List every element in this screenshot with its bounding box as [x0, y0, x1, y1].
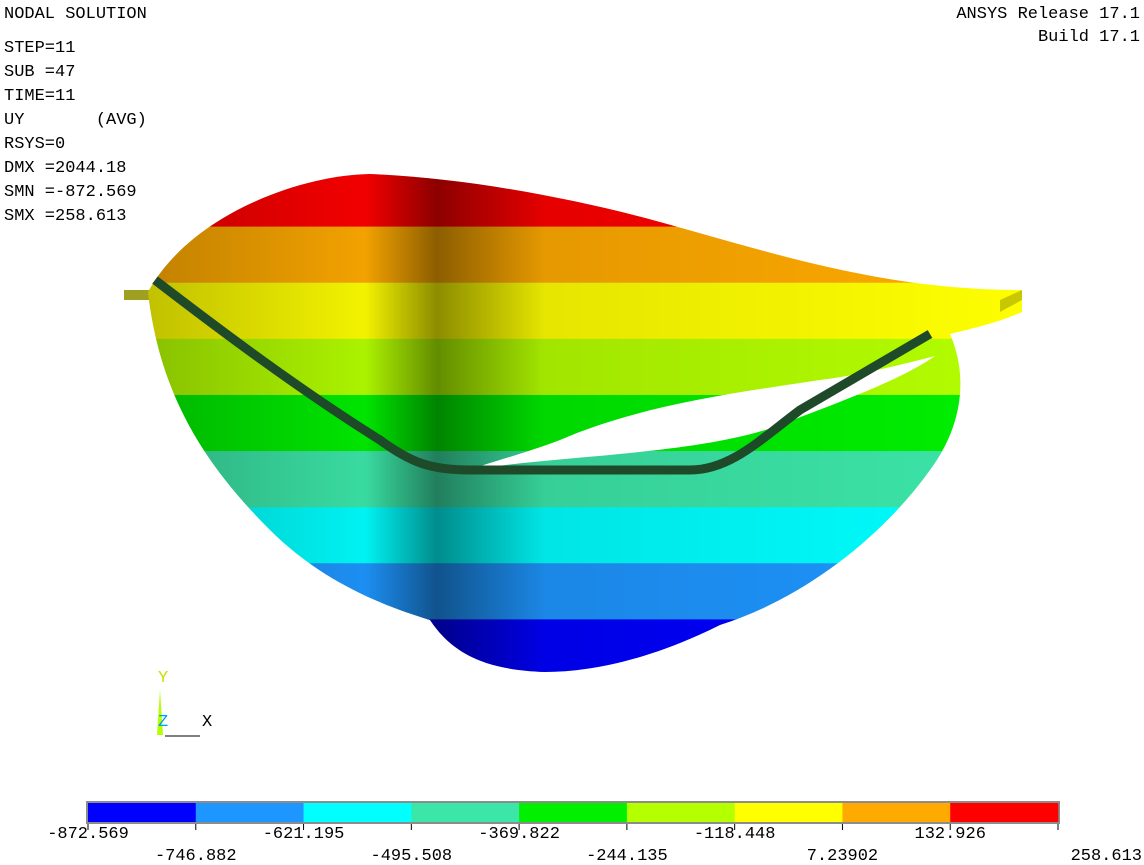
shading [140, 170, 1040, 680]
legend-label: -244.135 [586, 847, 668, 865]
legend-swatch [842, 803, 950, 822]
info-line: UY (AVG) [4, 111, 147, 130]
legend-label: 258.613 [1071, 847, 1142, 865]
legend-label: 7.23902 [807, 847, 878, 865]
info-line: DMX =2044.18 [4, 159, 126, 178]
legend-swatch [88, 803, 196, 822]
axis-triad: Y Z X [157, 669, 212, 736]
info-line: SMN =-872.569 [4, 183, 137, 202]
info-block: STEP=11 SUB =47 TIME=11 UY (AVG) RSYS=0 DMX =… [4, 39, 147, 226]
legend-label: -746.882 [155, 847, 237, 865]
triad-label: Z [158, 713, 168, 732]
triad-label: X [202, 713, 212, 732]
ansys-viewport: NODAL SOLUTION STEP=11 SUB =47 TIME=11 UY (… [0, 0, 1144, 865]
release-label: ANSYS Release 17.1 [956, 5, 1140, 24]
info-line: RSYS=0 [4, 135, 65, 154]
plot-title: NODAL SOLUTION [4, 5, 147, 24]
info-line: STEP=11 [4, 39, 75, 58]
legend-swatch [304, 803, 412, 822]
legend-swatch [627, 803, 735, 822]
build-label: Build 17.1 [1038, 28, 1140, 47]
legend: -872.569 -746.882 -621.195 -495.508 -369.822… [47, 803, 1142, 865]
page: NODAL SOLUTION STEP=11 SUB =47 TIME=11 UY (… [0, 0, 1144, 865]
legend-swatch [950, 803, 1058, 822]
info-line: SMX =258.613 [4, 207, 126, 226]
legend-swatch [735, 803, 843, 822]
legend-swatch [519, 803, 627, 822]
legend-label: -872.569 [47, 825, 129, 844]
legend-label: -118.448 [694, 825, 776, 844]
legend-label: -621.195 [263, 825, 345, 844]
info-line: SUB =47 [4, 63, 75, 82]
legend-label: -369.822 [478, 825, 560, 844]
legend-swatch [411, 803, 519, 822]
legend-label: 132.926 [915, 825, 986, 844]
info-line: TIME=11 [4, 87, 75, 106]
model-tab [124, 290, 150, 300]
legend-label: -495.508 [371, 847, 453, 865]
legend-swatch [196, 803, 304, 822]
triad-label: Y [158, 669, 168, 688]
